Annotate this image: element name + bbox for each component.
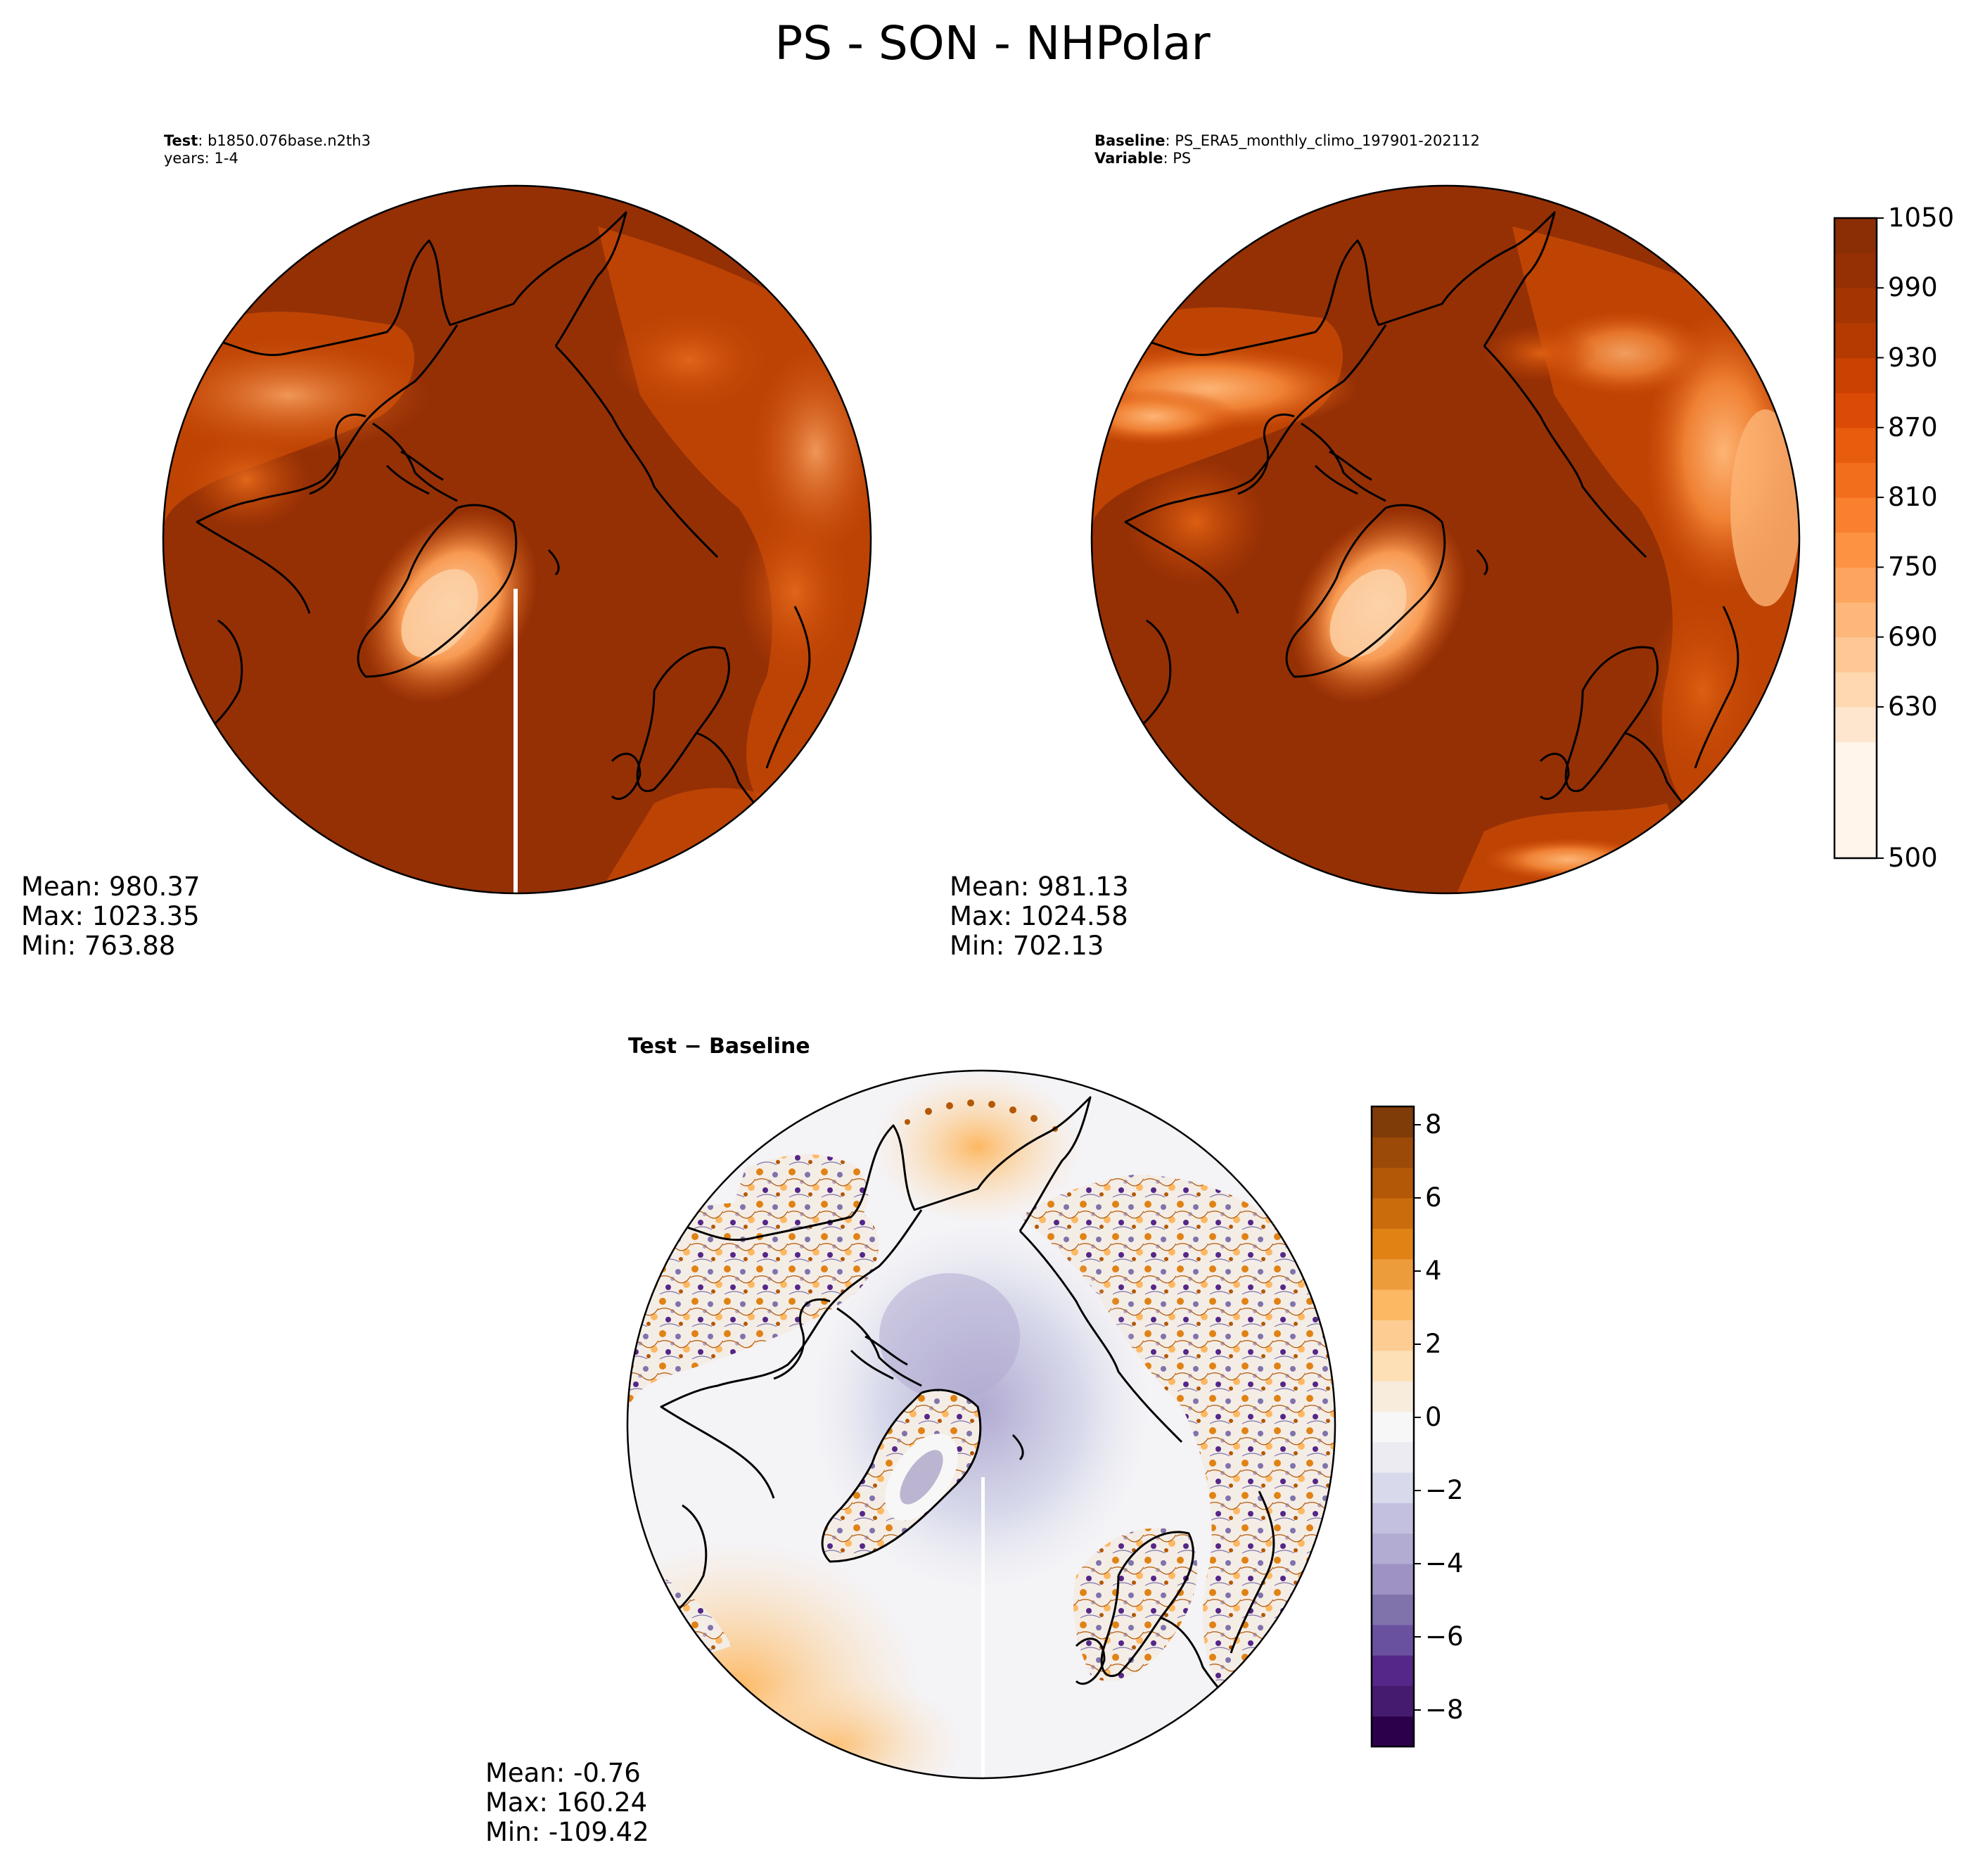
variable-label: Variable (1094, 150, 1163, 167)
diff-mean: Mean: -0.76 (485, 1758, 641, 1788)
colorbar-segment (1372, 1502, 1414, 1534)
colorbar-segment (1834, 393, 1877, 428)
colorbar-segment (1834, 741, 1877, 859)
colorbar-segment (1834, 322, 1877, 359)
colorbar-segment (1372, 1381, 1414, 1412)
colorbar-tick-label: 4 (1425, 1256, 1442, 1286)
diff-min: Min: -109.42 (485, 1817, 649, 1847)
colorbar-segment (1834, 462, 1877, 498)
colorbar-segment (1372, 1350, 1414, 1382)
colorbar-tick-label: −2 (1425, 1475, 1464, 1505)
colorbar-segment (1834, 706, 1877, 743)
colorbar-frame (1833, 217, 1878, 860)
colorbar-segment (1372, 1655, 1414, 1686)
colorbar-tick-label: 930 (1888, 342, 1938, 373)
test-case-name: b1850.076base.n2th3 (208, 132, 371, 149)
colorbar-diff (1370, 1105, 1421, 1748)
colorbar-tick-label: 8 (1425, 1109, 1442, 1140)
colorbar-segment (1372, 1106, 1414, 1137)
colorbar-tick-label: 870 (1888, 411, 1938, 442)
colorbar-segment (1372, 1167, 1414, 1199)
colorbar-segment (1834, 288, 1877, 324)
colorbar-segment (1372, 1411, 1414, 1443)
colorbar-segment (1372, 1564, 1414, 1595)
colorbar-segment (1834, 672, 1877, 708)
colorbar-segment (1372, 1289, 1414, 1320)
baseline-dataset-name: PS_ERA5_monthly_climo_197901-202112 (1175, 132, 1480, 149)
colorbar-tick-label: 630 (1888, 691, 1938, 722)
colorbar-tick-label: 810 (1888, 482, 1938, 513)
colorbar-segment (1834, 218, 1877, 254)
colorbar-ps (1833, 217, 1884, 860)
colorbar-tick-label: 2 (1425, 1329, 1442, 1359)
baseline-max: Max: 1024.58 (950, 901, 1128, 931)
baseline-min: Min: 702.13 (950, 931, 1104, 961)
colorbar-segment (1372, 1533, 1414, 1564)
colorbar-segment (1372, 1320, 1414, 1351)
diff-panel-title: Test − Baseline (628, 1034, 810, 1059)
colorbar-segment (1372, 1228, 1414, 1260)
diff-max: Max: 160.24 (485, 1787, 648, 1818)
colorbar-tick-label: −4 (1425, 1548, 1464, 1578)
colorbar-segment (1834, 637, 1877, 672)
colorbar-tick-label: −8 (1425, 1695, 1464, 1725)
colorbar-segment (1834, 253, 1877, 288)
colorbar-tick-label: 500 (1888, 843, 1938, 873)
colorbar-segment (1372, 1594, 1414, 1626)
colorbar-tick-label: −6 (1425, 1621, 1464, 1652)
colorbar-segment (1372, 1624, 1414, 1656)
colorbar-segment (1834, 427, 1877, 464)
colorbar-tick-label: 990 (1888, 272, 1938, 303)
colorbar-tick-label: 750 (1888, 551, 1938, 582)
colorbar-segment (1372, 1198, 1414, 1229)
test-min: Min: 763.88 (21, 931, 176, 961)
baseline-variable: Variable: PS (1094, 150, 1192, 167)
colorbar-segment (1834, 357, 1877, 393)
colorbar-segment (1834, 532, 1877, 568)
colorbar-tick-label: 6 (1425, 1182, 1442, 1213)
colorbar-tick-label: 0 (1425, 1402, 1442, 1432)
colorbar-segment (1372, 1716, 1414, 1747)
baseline-mean: Mean: 981.13 (950, 872, 1129, 902)
colorbar-segment (1372, 1472, 1414, 1503)
colorbar-segment (1372, 1685, 1414, 1717)
colorbar-tick-label: 690 (1888, 621, 1938, 652)
colorbar-frame (1370, 1105, 1415, 1748)
test-map (162, 184, 872, 895)
test-max: Max: 1023.35 (21, 901, 200, 931)
test-label: Test (164, 132, 198, 149)
colorbar-segment (1372, 1258, 1414, 1290)
colorbar-segment (1372, 1441, 1414, 1473)
colorbar-segment (1834, 602, 1877, 638)
test-mean: Mean: 980.37 (21, 872, 200, 902)
diff-map (626, 1069, 1336, 1780)
baseline-label: Baseline (1094, 132, 1166, 149)
test-years: years: 1-4 (164, 150, 238, 167)
colorbar-tick-label: 1050 (1888, 203, 1955, 233)
colorbar-segment (1372, 1137, 1414, 1168)
variable-value: PS (1173, 150, 1192, 167)
baseline-map (1090, 184, 1801, 895)
colorbar-segment (1834, 497, 1877, 533)
figure-title: PS - SON - NHPolar (774, 16, 1211, 70)
baseline-panel-title: Baseline: PS_ERA5_monthly_climo_197901-2… (1094, 132, 1480, 149)
colorbar-segment (1834, 567, 1877, 603)
test-panel-title: Test: b1850.076base.n2th3 (164, 132, 371, 149)
